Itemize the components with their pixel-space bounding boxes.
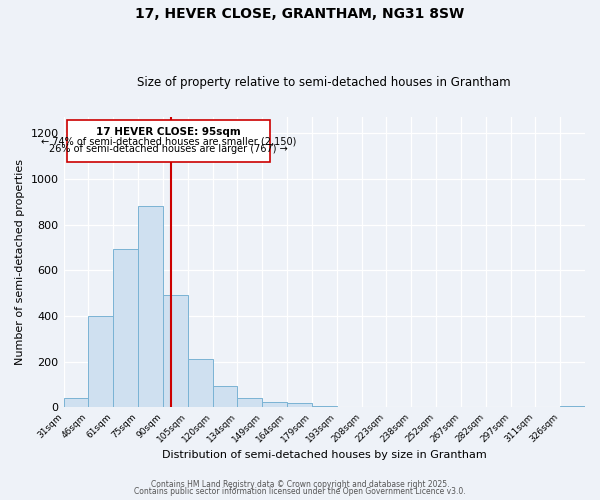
Text: 26% of semi-detached houses are larger (767) →: 26% of semi-detached houses are larger (… bbox=[49, 144, 288, 154]
X-axis label: Distribution of semi-detached houses by size in Grantham: Distribution of semi-detached houses by … bbox=[162, 450, 487, 460]
Bar bbox=[262, 402, 287, 407]
Bar bbox=[113, 248, 138, 408]
Text: Contains public sector information licensed under the Open Government Licence v3: Contains public sector information licen… bbox=[134, 487, 466, 496]
Y-axis label: Number of semi-detached properties: Number of semi-detached properties bbox=[15, 160, 25, 366]
Bar bbox=[188, 360, 212, 408]
Bar bbox=[238, 398, 262, 407]
Text: ← 74% of semi-detached houses are smaller (2,150): ← 74% of semi-detached houses are smalle… bbox=[41, 136, 296, 146]
Bar bbox=[163, 296, 188, 408]
Bar bbox=[287, 403, 312, 407]
Bar bbox=[138, 206, 163, 408]
Text: 17 HEVER CLOSE: 95sqm: 17 HEVER CLOSE: 95sqm bbox=[96, 127, 241, 137]
Bar bbox=[312, 406, 337, 408]
Bar bbox=[212, 386, 238, 407]
Bar bbox=[560, 406, 585, 408]
FancyBboxPatch shape bbox=[67, 120, 269, 162]
Text: 17, HEVER CLOSE, GRANTHAM, NG31 8SW: 17, HEVER CLOSE, GRANTHAM, NG31 8SW bbox=[136, 8, 464, 22]
Text: Contains HM Land Registry data © Crown copyright and database right 2025.: Contains HM Land Registry data © Crown c… bbox=[151, 480, 449, 489]
Bar bbox=[88, 316, 113, 408]
Bar bbox=[64, 398, 88, 407]
Title: Size of property relative to semi-detached houses in Grantham: Size of property relative to semi-detach… bbox=[137, 76, 511, 90]
